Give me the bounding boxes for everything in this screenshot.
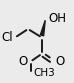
Text: CH3: CH3 (33, 68, 55, 78)
Text: O: O (19, 55, 28, 68)
Text: OH: OH (48, 12, 66, 25)
Text: O: O (55, 55, 64, 68)
Polygon shape (40, 20, 45, 36)
Text: Cl: Cl (1, 31, 13, 44)
